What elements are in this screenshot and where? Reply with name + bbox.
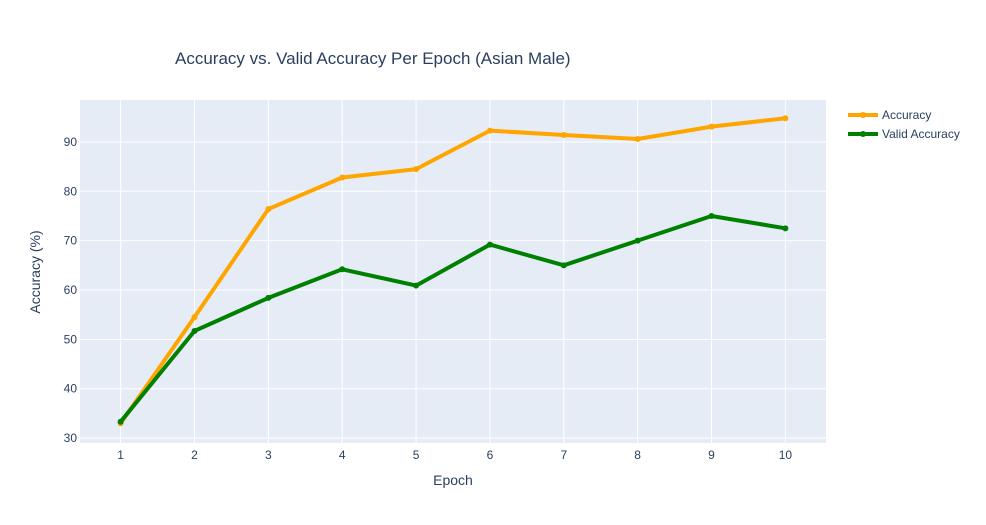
- series-layer: [117, 115, 789, 427]
- valid-accuracy-point: [413, 282, 420, 289]
- x-axis-ticks: 1 2 3 4 5 6 7 8 9 10: [117, 448, 792, 462]
- accuracy-point: [191, 314, 198, 321]
- valid-accuracy-point: [265, 294, 272, 301]
- y-tick-label: 60: [64, 283, 78, 297]
- chart-title: Accuracy vs. Valid Accuracy Per Epoch (A…: [175, 49, 571, 68]
- valid-accuracy-point: [634, 237, 641, 244]
- legend: Accuracy Valid Accuracy: [848, 108, 960, 141]
- y-tick-label: 50: [64, 332, 78, 346]
- legend-label: Valid Accuracy: [882, 127, 960, 141]
- y-tick-label: 30: [64, 431, 78, 445]
- grid-lines: [80, 100, 826, 443]
- x-tick-label: 10: [779, 448, 793, 462]
- accuracy-point: [265, 206, 272, 213]
- x-tick-label: 9: [708, 448, 715, 462]
- x-tick-label: 4: [339, 448, 346, 462]
- accuracy-point: [560, 132, 567, 139]
- valid-accuracy-point: [191, 327, 198, 334]
- legend-marker: [860, 131, 866, 137]
- y-axis-title: Accuracy (%): [27, 230, 43, 313]
- accuracy-point: [413, 166, 420, 173]
- accuracy-point: [708, 123, 715, 130]
- accuracy-point: [486, 127, 493, 134]
- y-tick-label: 90: [64, 135, 78, 149]
- valid-accuracy-point: [339, 266, 346, 273]
- y-tick-label: 80: [64, 184, 78, 198]
- accuracy-point: [634, 135, 641, 142]
- accuracy-point: [782, 115, 789, 122]
- y-axis-ticks: 30 40 50 60 70 80 90: [64, 135, 78, 445]
- x-tick-label: 2: [191, 448, 198, 462]
- legend-item-accuracy[interactable]: Accuracy: [848, 108, 931, 122]
- x-tick-label: 3: [265, 448, 272, 462]
- x-tick-label: 7: [560, 448, 567, 462]
- valid-accuracy-point: [560, 262, 567, 269]
- valid-accuracy-point: [486, 241, 493, 248]
- x-axis-title: Epoch: [433, 472, 473, 488]
- x-tick-label: 5: [413, 448, 420, 462]
- valid-accuracy-point: [117, 418, 124, 425]
- accuracy-series-line: [118, 116, 786, 425]
- valid-accuracy-series-line: [119, 213, 786, 424]
- y-tick-label: 40: [64, 382, 78, 396]
- x-tick-label: 1: [117, 448, 124, 462]
- y-tick-label: 70: [64, 234, 78, 248]
- accuracy-point: [339, 174, 346, 181]
- x-tick-label: 8: [634, 448, 641, 462]
- valid-accuracy-point: [708, 212, 715, 219]
- legend-label: Accuracy: [882, 108, 931, 122]
- x-tick-label: 6: [487, 448, 494, 462]
- valid-accuracy-point: [782, 225, 789, 232]
- legend-item-valid-accuracy[interactable]: Valid Accuracy: [848, 127, 960, 141]
- legend-marker: [860, 112, 866, 118]
- plot-background: [80, 100, 826, 443]
